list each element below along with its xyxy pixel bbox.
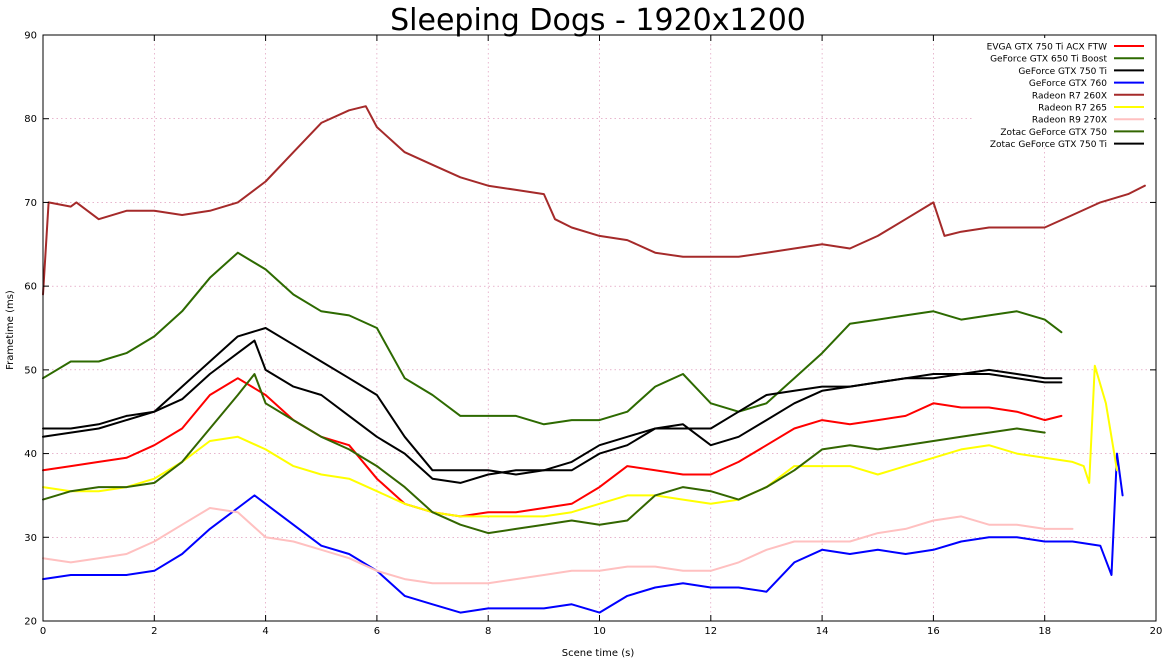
x-tick-label: 2 — [151, 626, 157, 637]
legend-box — [972, 38, 1154, 146]
x-tick-label: 12 — [704, 626, 717, 637]
legend-label: Radeon R7 260X — [1032, 91, 1107, 101]
legend-label: EVGA GTX 750 Ti ACX FTW — [987, 43, 1107, 53]
series-lines — [42, 105, 1146, 614]
legend-label: Zotac GeForce GTX 750 Ti — [990, 140, 1107, 150]
x-tick-label: 8 — [485, 626, 491, 637]
x-tick-label: 20 — [1150, 626, 1163, 637]
x-tick-label: 0 — [40, 626, 46, 637]
legend-label: GeForce GTX 760 — [1029, 79, 1107, 89]
series-line-1 — [42, 377, 1063, 518]
series-line-6 — [42, 364, 1118, 518]
axis-ticks: 0 2 4 6 8 10 12 14 16 18 20 20 30 40 50 60 70 80 90 — [24, 31, 1162, 638]
chart-title: Sleeping Dogs - 1920x1200 — [390, 3, 806, 38]
y-tick-label: 50 — [24, 365, 37, 376]
y-tick-label: 30 — [24, 533, 37, 544]
x-tick-label: 10 — [593, 626, 606, 637]
y-tick-label: 40 — [24, 449, 37, 460]
x-tick-label: 18 — [1038, 626, 1051, 637]
y-tick-label: 60 — [24, 282, 37, 293]
series-line-9 — [42, 339, 1063, 484]
legend-label: Radeon R7 265 — [1038, 104, 1107, 114]
x-tick-label: 16 — [927, 626, 940, 637]
legend-label: GeForce GTX 750 Ti — [1018, 67, 1107, 77]
grid — [43, 35, 1156, 621]
series-line-5 — [42, 105, 1146, 296]
x-tick-label: 6 — [374, 626, 380, 637]
y-tick-label: 20 — [24, 617, 37, 628]
x-axis-label: Scene time (s) — [562, 648, 635, 658]
y-axis-label: Frametime (ms) — [5, 290, 16, 370]
y-tick-label: 70 — [24, 198, 37, 209]
series-line-4 — [42, 452, 1124, 614]
legend-label: Zotac GeForce GTX 750 — [1000, 128, 1107, 138]
series-line-8 — [42, 373, 1046, 535]
y-tick-label: 80 — [24, 114, 37, 125]
series-line-7 — [42, 507, 1074, 585]
legend-label: Radeon R9 270X — [1032, 116, 1107, 126]
series-line-2 — [42, 251, 1063, 426]
x-tick-label: 14 — [816, 626, 829, 637]
y-tick-label: 90 — [24, 31, 37, 42]
legend-label: GeForce GTX 650 Ti Boost — [990, 55, 1107, 65]
legend: EVGA GTX 750 Ti ACX FTW GeForce GTX 650 T… — [972, 38, 1154, 150]
x-tick-label: 4 — [262, 626, 268, 637]
